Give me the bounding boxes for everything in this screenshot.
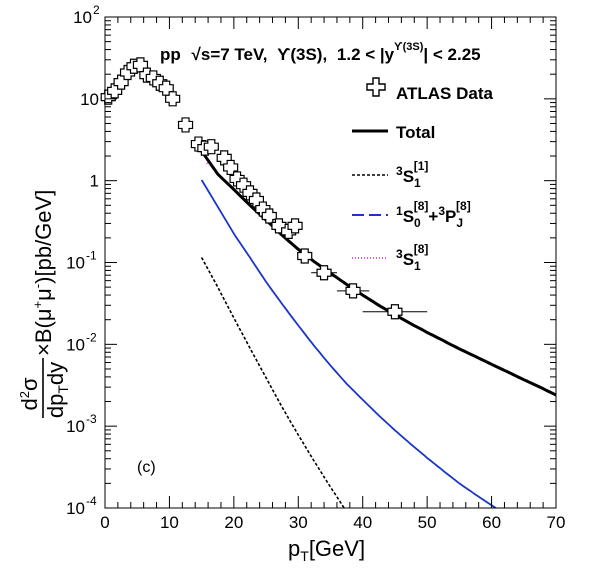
data-point [177, 117, 194, 133]
y-tick-label: 10 [66, 417, 85, 436]
y-tick-label: 10 [66, 335, 85, 354]
legend-label-total: Total [396, 123, 435, 142]
data-point [203, 139, 219, 155]
data-point [311, 265, 337, 281]
x-tick-label: 40 [353, 513, 372, 532]
x-tick-label: 20 [224, 513, 243, 532]
curve-3s1-8- [206, 162, 211, 166]
x-tick-label: 0 [100, 513, 109, 532]
data-marker [223, 159, 239, 176]
legend: ATLAS Data Total 3S1[1] 1S0[8]+3PJ[8] 3S… [352, 77, 494, 273]
panel-label: (c) [137, 459, 156, 476]
y-tick-label: 10 [66, 499, 85, 518]
data-marker [165, 91, 181, 107]
svg-text:×B(μ+μ-)[pb/GeV]: ×B(μ+μ-)[pb/GeV] [30, 190, 56, 356]
data-point [223, 159, 239, 176]
legend-data-marker [366, 77, 386, 97]
data-marker [387, 304, 403, 320]
legend-item-3s1-8: 3S1[8] [352, 242, 428, 273]
x-tick-label: 50 [418, 513, 437, 532]
legend-label-3s1-1: 3S1[1] [396, 159, 428, 190]
y-tick-exponent: 2 [93, 3, 100, 17]
data-point [287, 218, 303, 234]
y-tick-label: 10 [66, 254, 85, 273]
x-tick-label: 60 [482, 513, 501, 532]
legend-label-3s1-8: 3S1[8] [396, 242, 428, 273]
curve-3s1-1- [200, 257, 346, 508]
y-tick-exponent: -2 [86, 330, 97, 344]
data-point [297, 248, 313, 264]
legend-item-data: ATLAS Data [366, 77, 494, 103]
data-point [362, 304, 428, 320]
legend-item-3s1-1: 3S1[1] [352, 159, 428, 190]
x-tick-label: 70 [547, 513, 566, 532]
y-tick-exponent: -4 [86, 494, 97, 508]
x-axis-title: pT[GeV] [288, 536, 365, 564]
y-tick-label: 10 [73, 8, 92, 27]
data-point [336, 283, 370, 299]
legend-item-1s0-3pj: 1S0[8]+3PJ[8] [352, 199, 471, 230]
data-marker [177, 117, 194, 133]
x-tick-label: 30 [289, 513, 308, 532]
data-marker [345, 283, 361, 299]
y-axis-title: d2σ dpTdy ×B(μ+μ-)[pb/GeV] [17, 190, 71, 418]
y-tick-label: 1 [90, 172, 99, 191]
chart-title: pp √s=7 TeV, ϒ(3S), 1.2 < |yϒ(3S)| < 2.2… [160, 41, 481, 64]
curve-1s0-8-3pj-8- [200, 179, 498, 508]
legend-label-data: ATLAS Data [396, 84, 494, 103]
legend-item-total: Total [352, 123, 435, 142]
axes [104, 16, 557, 509]
svg-text:dpTdy: dpTdy [43, 362, 71, 418]
svg-text:d2σ: d2σ [17, 377, 42, 410]
y-tick-label: 10 [80, 90, 99, 109]
data-marker [316, 265, 332, 281]
y-tick-exponent: -1 [86, 249, 97, 263]
y-tick-exponent: -3 [86, 412, 97, 426]
data-marker [297, 248, 313, 264]
data-marker [203, 139, 219, 155]
legend-label-1s0-3pj: 1S0[8]+3PJ[8] [396, 199, 471, 230]
x-tick-label: 10 [160, 513, 179, 532]
data-marker [287, 218, 303, 234]
data-point [165, 91, 181, 107]
